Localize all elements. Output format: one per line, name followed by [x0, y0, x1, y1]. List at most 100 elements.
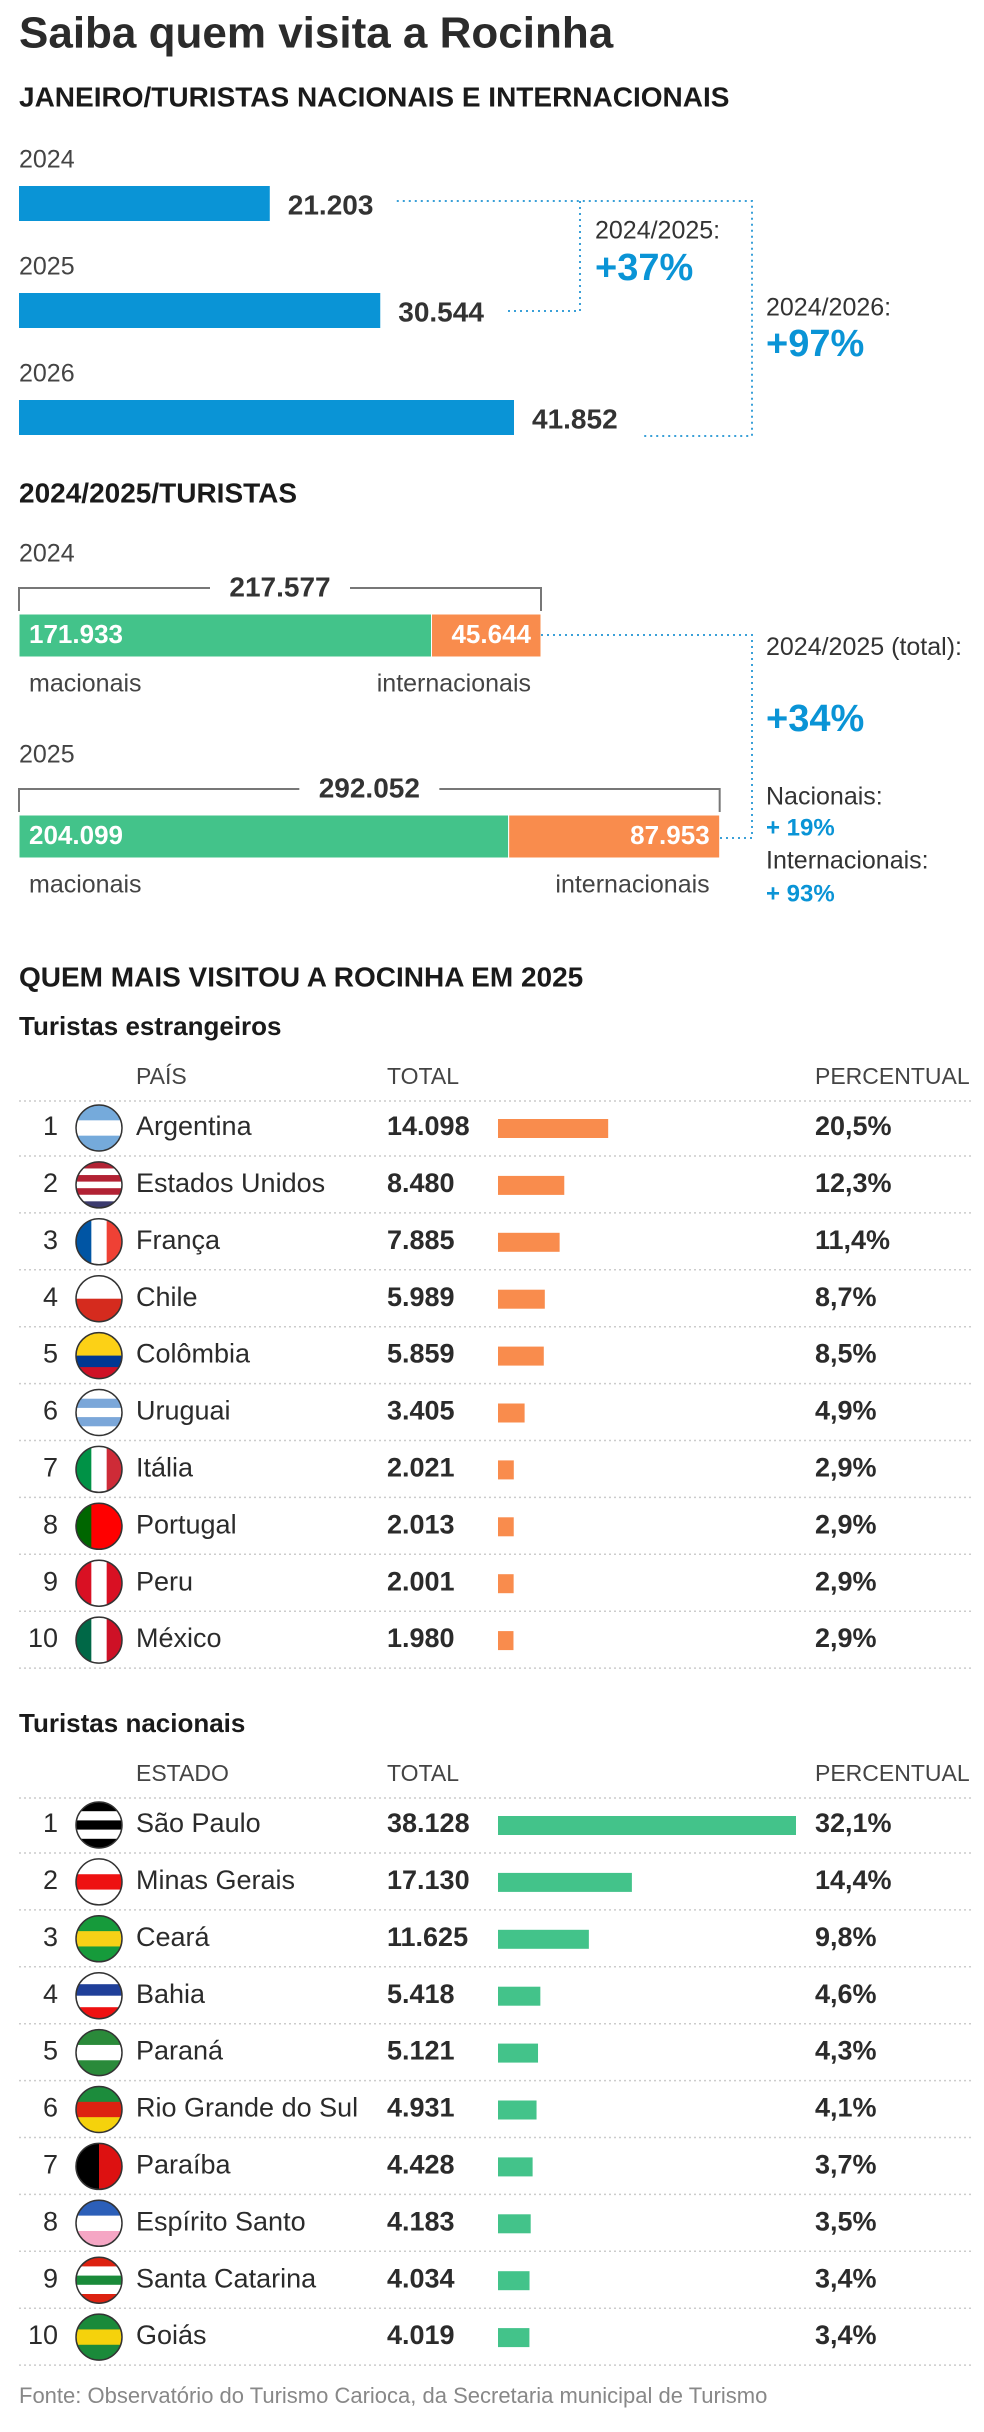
source: Fonte: Observatório do Turismo Carioca, … — [19, 2383, 767, 2408]
row-share: 11,4% — [815, 1225, 890, 1255]
flag-stripe — [76, 1389, 122, 1400]
rank: 6 — [43, 2093, 58, 2123]
bar — [498, 1460, 514, 1480]
rank: 9 — [43, 1566, 58, 1596]
row-name: São Paulo — [136, 1808, 261, 1838]
bar — [498, 2328, 530, 2348]
annotation-value: +97% — [766, 323, 864, 365]
flag-stripe — [76, 1915, 122, 1932]
flag-stripe — [76, 1275, 122, 1300]
table-title: Turistas estrangeiros — [19, 1011, 282, 1041]
segment-label: 45.644 — [451, 619, 531, 649]
flag-stripe — [91, 1218, 108, 1265]
flag-border — [75, 1502, 123, 1551]
bar-segment — [430, 613, 542, 658]
flag-stripe — [76, 1560, 92, 1607]
chart-title: JANEIRO/TURISTAS NACIONAIS E INTERNACION… — [19, 81, 729, 112]
bar — [498, 1631, 514, 1651]
row-name: França — [136, 1225, 221, 1255]
flag-stripe — [76, 1298, 122, 1322]
value-label: 41.852 — [532, 403, 618, 434]
flag-stripe — [76, 1984, 122, 1997]
row-name: Ceará — [136, 1922, 211, 1952]
rank: 2 — [43, 1168, 58, 1198]
annotation-label: Nacionais: — [766, 783, 883, 811]
rank: 7 — [43, 2150, 58, 2180]
flag-stripe — [76, 1175, 122, 1183]
flag-stripe — [76, 2257, 122, 2267]
bar — [19, 400, 514, 435]
row-share: 12,3% — [815, 1168, 892, 1198]
flag-stripe — [76, 1858, 122, 1875]
bar — [498, 2043, 539, 2063]
row-name: México — [136, 1623, 222, 1653]
flag-border — [75, 1274, 123, 1323]
value-label: 30.544 — [398, 296, 484, 327]
flag — [76, 1389, 122, 1436]
flag-border — [75, 1104, 123, 1152]
flag-stripe — [76, 2007, 122, 2019]
row-share: 32,1% — [815, 1808, 892, 1838]
bar-segment — [508, 814, 721, 859]
flag-border — [75, 2142, 123, 2191]
row-share: 4,6% — [815, 1979, 877, 2009]
flag — [76, 1161, 122, 1208]
row-total: 11.625 — [387, 1922, 468, 1952]
bar — [498, 1574, 514, 1594]
section-title: QUEM MAIS VISITOU A ROCINHA EM 2025 — [19, 961, 583, 992]
rank: 5 — [43, 2036, 58, 2066]
bar — [498, 1816, 796, 1835]
flag-border — [75, 1915, 123, 1963]
row-total: 5.418 — [387, 1979, 455, 2009]
column-header: PAÍS — [136, 1063, 187, 1089]
flag-stripe — [76, 1120, 122, 1137]
chart-title: 2024/2025/TURISTAS — [19, 477, 297, 508]
bar — [498, 1517, 514, 1537]
rank: 3 — [43, 1922, 58, 1952]
flag-stripe — [99, 2143, 122, 2190]
flag-stripe — [76, 1201, 122, 1208]
flag-stripe — [76, 2329, 122, 2346]
value-label: 21.203 — [288, 189, 374, 220]
bar — [19, 186, 270, 221]
row-total: 17.130 — [387, 1865, 470, 1895]
rank: 7 — [43, 1453, 58, 1483]
rank: 10 — [28, 1623, 58, 1653]
row-name: Chile — [136, 1282, 198, 1312]
row-share: 3,7% — [815, 2150, 877, 2180]
flag-border — [75, 1445, 123, 1494]
row-name: Paraíba — [136, 2150, 232, 2180]
flag-border — [75, 1801, 123, 1849]
series-label: internacionais — [377, 670, 531, 698]
rank: 4 — [43, 1979, 58, 2009]
series-label: internacionais — [555, 871, 709, 899]
flag-border — [75, 2199, 123, 2248]
rank: 5 — [43, 1339, 58, 1369]
row-total: 5.121 — [387, 2036, 455, 2066]
row-total: 2.013 — [387, 1509, 455, 1539]
rank: 4 — [43, 1282, 58, 1312]
flag-stripe — [76, 1503, 92, 1550]
bar — [498, 2271, 530, 2291]
category-label: 2025 — [19, 253, 75, 281]
flag-stripe — [76, 1617, 92, 1664]
flag — [76, 1446, 122, 1493]
total-label: 292.052 — [319, 772, 420, 803]
category-label: 2026 — [19, 360, 75, 388]
bar — [498, 1289, 545, 1309]
row-name: Estados Unidos — [136, 1168, 325, 1198]
flag-border — [75, 2256, 123, 2304]
flag-stripe — [76, 1168, 122, 1176]
label-background — [299, 773, 440, 805]
row-share: 20,5% — [815, 1111, 892, 1141]
segment-label: 204.099 — [29, 820, 123, 850]
flag-border — [75, 2313, 123, 2361]
flag-stripe — [76, 1802, 122, 1812]
series-label: macionais — [29, 670, 142, 698]
row-name: Portugal — [136, 1509, 237, 1539]
row-total: 4.019 — [387, 2320, 455, 2350]
flag-stripe — [76, 1398, 122, 1409]
series-label: macionais — [29, 871, 142, 899]
flag-stripe — [76, 1426, 122, 1436]
bar — [498, 2157, 533, 2177]
